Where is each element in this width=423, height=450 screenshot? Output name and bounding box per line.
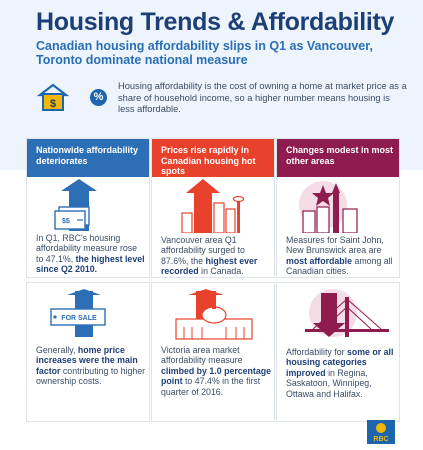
- card-text: Vancouver area Q1 affordability surged t…: [161, 235, 271, 277]
- card-text-plain: Victoria area market affordability measu…: [161, 345, 243, 366]
- card-text-plain: in Canada.: [201, 266, 244, 277]
- card-text-plain: Measures for Saint John, New Brunswick a…: [286, 235, 384, 256]
- card-text-bold: home price increases were the main facto…: [36, 345, 138, 376]
- dollar-icon: $: [50, 98, 56, 110]
- card-text-plain: among all Canadian cities.: [286, 255, 393, 277]
- card-heading: Nationwide affordability deteriorates: [36, 145, 139, 166]
- card-text-plain: in Regina, Saskatoon, Winnipeg, Ottawa a…: [286, 367, 372, 399]
- card-text-bold: some or all housing categories improved: [286, 347, 394, 378]
- card-text-plain: contributing to higher ownership costs.: [36, 365, 146, 387]
- card-text-plain: to 47.4% in the first quarter of 2016.: [161, 376, 261, 397]
- card-text: Generally, home price increases were the…: [36, 345, 146, 387]
- page-subtitle: Canadian housing affordability slips in …: [36, 39, 373, 67]
- card-text-plain: Affordability for: [286, 347, 345, 357]
- card-text: Victoria area market affordability measu…: [161, 345, 271, 397]
- for-sale-sign-icon: FOR SALE: [50, 289, 106, 337]
- logo-text: RBC: [373, 436, 388, 443]
- card-header: Changes modest in most other areas: [277, 139, 399, 177]
- card-text-plain: Vancouver area Q1 affordability surged t…: [161, 235, 245, 266]
- card-heading: Changes modest in most other areas: [286, 145, 394, 166]
- intro-text: Housing affordability is the cost of own…: [118, 81, 407, 114]
- for-sale-label: FOR SALE: [61, 315, 97, 322]
- card-text-bold: most affordable: [286, 255, 352, 266]
- card-other-areas: Changes modest in most other areas Measu…: [276, 138, 400, 278]
- legislature-building-icon: [175, 289, 253, 340]
- percent-icon: %: [90, 89, 107, 106]
- card-improved: Affordability for some or all housing ca…: [276, 282, 400, 422]
- city-skyline-icon: [181, 179, 245, 233]
- card-heading: Prices rise rapidly in Canadian housing …: [161, 145, 256, 176]
- rbc-logo: RBC: [367, 420, 395, 444]
- bridge-icon: [305, 289, 389, 337]
- card-text-bold: climbed by 1.0 percentage point: [161, 365, 272, 387]
- card-text-plain: Generally,: [36, 345, 76, 355]
- card-nationwide: Nationwide affordability deteriorates $$…: [26, 138, 150, 278]
- svg-text:$$: $$: [62, 218, 70, 225]
- card-victoria: Victoria area market affordability measu…: [151, 282, 275, 422]
- card-text: Measures for Saint John, New Brunswick a…: [286, 235, 396, 277]
- card-text: Affordability for some or all housing ca…: [286, 347, 396, 399]
- card-header: Prices rise rapidly in Canadian housing …: [152, 139, 274, 177]
- card-header: Nationwide affordability deteriorates: [27, 139, 149, 177]
- saint-john-skyline-icon: [299, 181, 358, 233]
- card-text-bold: the highest level since Q2 2010.: [36, 253, 145, 275]
- house-icon: $: [36, 83, 70, 111]
- money-arrow-icon: $$: [54, 179, 97, 231]
- page-title: Housing Trends & Affordability: [36, 8, 395, 36]
- card-text: In Q1, RBC's housing affordability measu…: [36, 233, 146, 275]
- cards-grid: Nationwide affordability deteriorates $$…: [26, 138, 401, 422]
- card-hot-spots: Prices rise rapidly in Canadian housing …: [151, 138, 275, 278]
- card-price-increases: FOR SALE Generally, home price increases…: [26, 282, 150, 422]
- card-text-plain: In Q1, RBC's housing affordability measu…: [36, 233, 138, 264]
- card-text-bold: highest ever recorded: [161, 255, 258, 277]
